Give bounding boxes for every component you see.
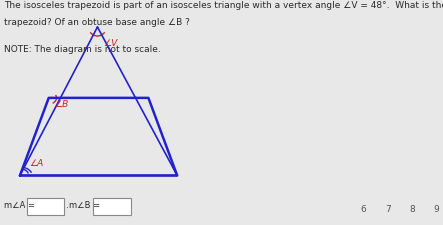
Text: NOTE: The diagram is not to scale.: NOTE: The diagram is not to scale. <box>4 45 161 54</box>
FancyBboxPatch shape <box>93 198 131 215</box>
Text: .: . <box>66 201 68 210</box>
Text: trapezoid? Of an obtuse base angle ∠B ?: trapezoid? Of an obtuse base angle ∠B ? <box>4 18 190 27</box>
Text: m∠B =: m∠B = <box>69 201 100 210</box>
Text: ∠A: ∠A <box>30 159 44 168</box>
FancyBboxPatch shape <box>27 198 64 215</box>
Text: 8: 8 <box>409 205 415 214</box>
Text: ∠B: ∠B <box>54 100 68 109</box>
Text: 6: 6 <box>361 205 366 214</box>
Text: 7: 7 <box>385 205 390 214</box>
Text: The isosceles trapezoid is part of an isosceles triangle with a vertex angle ∠V : The isosceles trapezoid is part of an is… <box>4 1 443 10</box>
Text: 9: 9 <box>434 205 439 214</box>
Text: m∠A =: m∠A = <box>4 201 35 210</box>
Text: ∠V: ∠V <box>103 39 117 48</box>
